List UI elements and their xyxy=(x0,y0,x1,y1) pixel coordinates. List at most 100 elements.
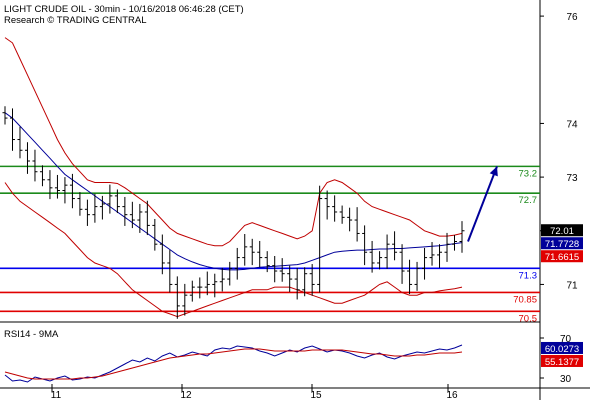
chart-subtitle: Research © TRADING CENTRAL xyxy=(4,15,147,26)
x-tick-label: 15 xyxy=(310,390,322,400)
price-bar xyxy=(204,271,210,296)
badge-bg xyxy=(541,341,583,354)
price-badge: 71.7728 xyxy=(541,237,583,250)
projection-arrow-head xyxy=(489,166,498,177)
badge-label: 60.0273 xyxy=(545,344,579,355)
price-bar xyxy=(377,251,383,270)
level-label: 73.2 xyxy=(519,168,538,179)
price-bar xyxy=(159,234,165,275)
price-bar xyxy=(332,195,338,222)
price-bar xyxy=(17,126,23,159)
price-bar xyxy=(279,258,285,282)
price-bar xyxy=(47,170,53,200)
levels-layer: 73.2 72.7 71.3 70.85 70.5 xyxy=(0,165,540,324)
price-bar xyxy=(212,273,218,298)
badge-bg xyxy=(541,354,583,367)
level-label: 70.5 xyxy=(519,313,538,324)
x-tick-label: 16 xyxy=(446,390,458,400)
price-bar xyxy=(354,207,360,242)
price-bar xyxy=(392,231,398,261)
price-bar xyxy=(84,199,90,226)
rsi-title: RSI14 - 9MA xyxy=(4,329,59,340)
price-bar xyxy=(272,255,278,283)
price-bar xyxy=(444,232,450,262)
price-bar xyxy=(152,218,158,251)
price-bar xyxy=(407,259,413,295)
x-tick-label: 12 xyxy=(180,390,192,400)
price-bar xyxy=(339,205,345,224)
price-bar xyxy=(54,174,60,199)
level-label: 72.7 xyxy=(519,195,538,206)
price-bar xyxy=(167,250,173,293)
price-bar xyxy=(347,207,353,232)
price-bar xyxy=(309,264,315,296)
bollinger-lower-line xyxy=(4,182,463,318)
price-bar xyxy=(317,185,323,293)
price-bar xyxy=(257,240,263,268)
projection-arrow xyxy=(467,166,498,242)
level-label: 71.3 xyxy=(519,270,538,281)
badge-label: 71.7728 xyxy=(545,239,579,250)
badge-layer: 72.01 71.7728 71.6615 60.0273 55.1377 xyxy=(541,224,583,368)
moving-average-line xyxy=(4,112,463,271)
price-bar xyxy=(92,193,98,223)
bollinger-upper-line xyxy=(4,37,463,247)
price-bars xyxy=(2,106,465,319)
rsi-y-tick-label: 70 xyxy=(560,334,572,345)
price-bar xyxy=(174,276,180,319)
y-tick-label: 73 xyxy=(566,173,578,184)
price-bar xyxy=(122,196,128,226)
price-bar xyxy=(24,142,30,174)
price-bar xyxy=(77,192,83,216)
price-bar xyxy=(227,261,233,286)
y-tick-label: 71 xyxy=(566,280,578,291)
price-bar xyxy=(459,221,465,253)
chart-title: LIGHT CRUDE OIL - 30min - 10/16/2018 06:… xyxy=(4,4,244,15)
price-bar xyxy=(107,184,113,214)
price-bar xyxy=(137,203,143,233)
rsi-layer xyxy=(4,344,463,383)
price-bar xyxy=(62,177,68,204)
price-bar xyxy=(452,235,458,251)
y-tick-label: 74 xyxy=(566,119,578,130)
price-bar xyxy=(32,149,38,182)
price-badge: 72.01 xyxy=(541,224,583,237)
price-bar xyxy=(182,283,188,316)
price-bar xyxy=(362,225,368,266)
rsi-y-tick-label: 30 xyxy=(560,374,572,385)
price-bar xyxy=(249,238,255,266)
price-bar xyxy=(302,267,308,297)
level-label: 70.85 xyxy=(513,294,537,305)
price-bar xyxy=(384,234,390,269)
price-bar xyxy=(234,247,240,280)
badge-bg xyxy=(541,250,583,263)
y-tick-label: 76 xyxy=(566,12,578,23)
price-bar xyxy=(422,247,428,280)
badge-bg xyxy=(541,237,583,250)
x-tick-label: 11 xyxy=(51,390,62,400)
rsi-line-rsi14 xyxy=(4,344,463,383)
price-bar xyxy=(129,201,135,229)
price-bar xyxy=(429,242,435,266)
badge-label: 71.6615 xyxy=(545,252,579,263)
price-bar xyxy=(369,240,375,273)
axis-layer: 7172737476307011121516 xyxy=(51,12,578,400)
price-bar xyxy=(2,106,8,125)
price-bar xyxy=(99,195,105,220)
price-bar xyxy=(414,261,420,291)
price-bar xyxy=(294,267,300,300)
price-bar xyxy=(242,233,248,266)
badge-bg xyxy=(541,224,583,237)
badge-label: 55.1377 xyxy=(545,357,579,368)
price-bar xyxy=(189,280,195,302)
price-bar xyxy=(399,244,405,284)
price-bar xyxy=(437,244,443,268)
price-bar xyxy=(264,251,270,273)
price-badge: 71.6615 xyxy=(541,250,583,263)
rsi-line-9ma xyxy=(4,348,463,380)
price-bar xyxy=(144,200,150,236)
rsi-badge: 55.1377 xyxy=(541,354,583,368)
series-layer xyxy=(4,37,498,318)
